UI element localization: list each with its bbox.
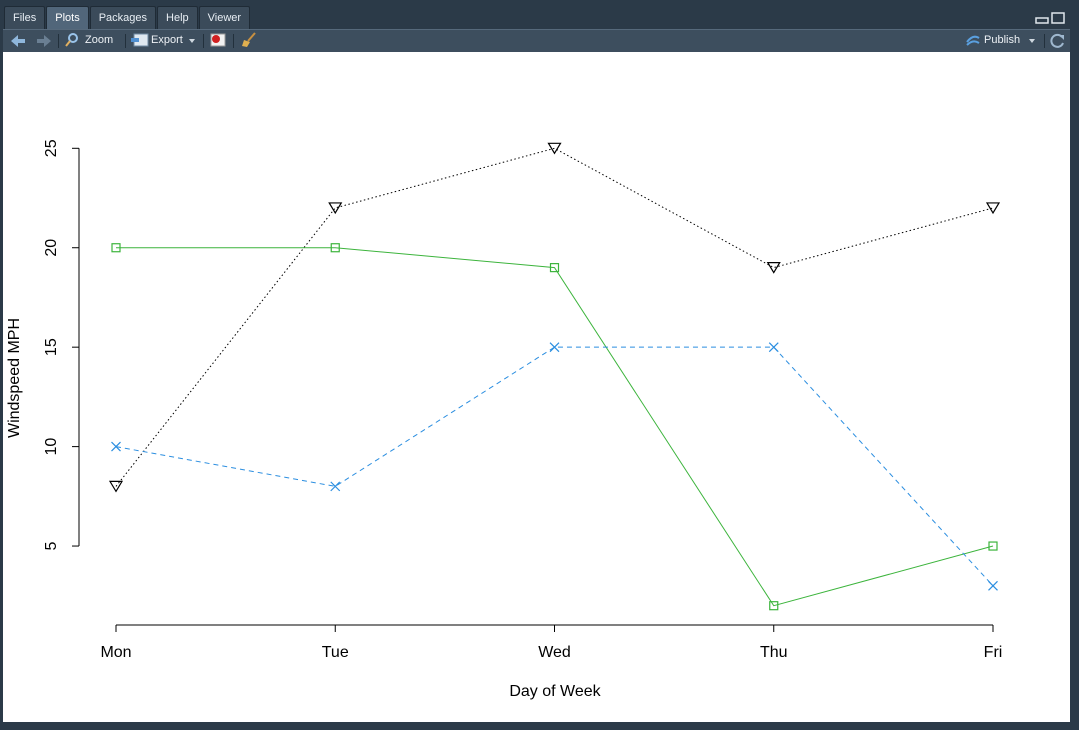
marker xyxy=(328,202,343,215)
zoom-button[interactable]: Zoom xyxy=(85,34,114,46)
dropdown-arrow xyxy=(1029,39,1035,43)
publish-button[interactable]: Publish xyxy=(984,34,1021,46)
series-line xyxy=(115,346,994,587)
x-tick-label: Wed xyxy=(538,644,571,661)
toolbar: Zoom Export Publish xyxy=(3,29,1070,52)
marker xyxy=(111,243,121,253)
y-tick-label: 10 xyxy=(43,438,60,456)
x-tick-label: Mon xyxy=(100,644,131,661)
tab-bar: Files Plots Packages Help Viewer xyxy=(4,6,251,29)
series-line xyxy=(116,247,994,607)
remove-plot-button[interactable] xyxy=(210,33,226,47)
back-button[interactable] xyxy=(11,35,25,47)
marker xyxy=(766,262,781,274)
separator xyxy=(58,34,59,48)
dropdown-arrow xyxy=(189,39,195,43)
y-axis-label: Windspeed MPH xyxy=(6,318,23,438)
publish-icon xyxy=(966,35,980,46)
y-tick-label: 5 xyxy=(43,541,60,550)
export-button[interactable]: Export xyxy=(151,34,183,46)
separator xyxy=(233,34,234,48)
tab[interactable]: Packages xyxy=(89,6,157,29)
marker xyxy=(988,580,998,591)
series-line xyxy=(115,147,994,487)
export-icon xyxy=(131,33,149,47)
marker xyxy=(768,342,779,353)
marker xyxy=(988,541,998,551)
zoom-icon xyxy=(65,33,78,47)
minimize-button[interactable] xyxy=(1035,17,1049,24)
refresh-button[interactable] xyxy=(1050,33,1066,49)
window-buttons xyxy=(1035,12,1065,24)
marker xyxy=(549,342,560,353)
clear-plots-button[interactable] xyxy=(241,32,257,48)
x-axis-label: Day of Week xyxy=(509,683,601,700)
tab[interactable]: Viewer xyxy=(198,6,251,29)
separator xyxy=(125,34,126,48)
x-tick-label: Thu xyxy=(760,644,788,661)
y-tick-label: 25 xyxy=(43,139,60,157)
marker xyxy=(769,601,779,611)
plot: Day of Week Windspeed MPH 5 10 15 20 25 Mon Tu… xyxy=(3,52,1070,722)
tab[interactable]: Plots xyxy=(46,6,89,29)
separator xyxy=(1044,34,1045,48)
nav-arrows xyxy=(11,35,51,47)
marker xyxy=(330,481,341,492)
marker xyxy=(547,142,562,155)
marker xyxy=(111,441,121,452)
y-tick-label: 20 xyxy=(43,239,60,257)
x-tick-label: Tue xyxy=(322,644,349,661)
x-tick-label: Fri xyxy=(984,644,1003,661)
tab[interactable]: Files xyxy=(4,6,46,29)
separator xyxy=(203,34,204,48)
forward-button[interactable] xyxy=(37,35,51,47)
y-tick-label: 15 xyxy=(43,338,60,356)
tab[interactable]: Help xyxy=(157,6,198,29)
marker xyxy=(330,243,340,253)
marker xyxy=(108,480,124,493)
marker xyxy=(549,263,560,273)
marker xyxy=(985,202,1001,215)
maximize-button[interactable] xyxy=(1051,12,1065,24)
